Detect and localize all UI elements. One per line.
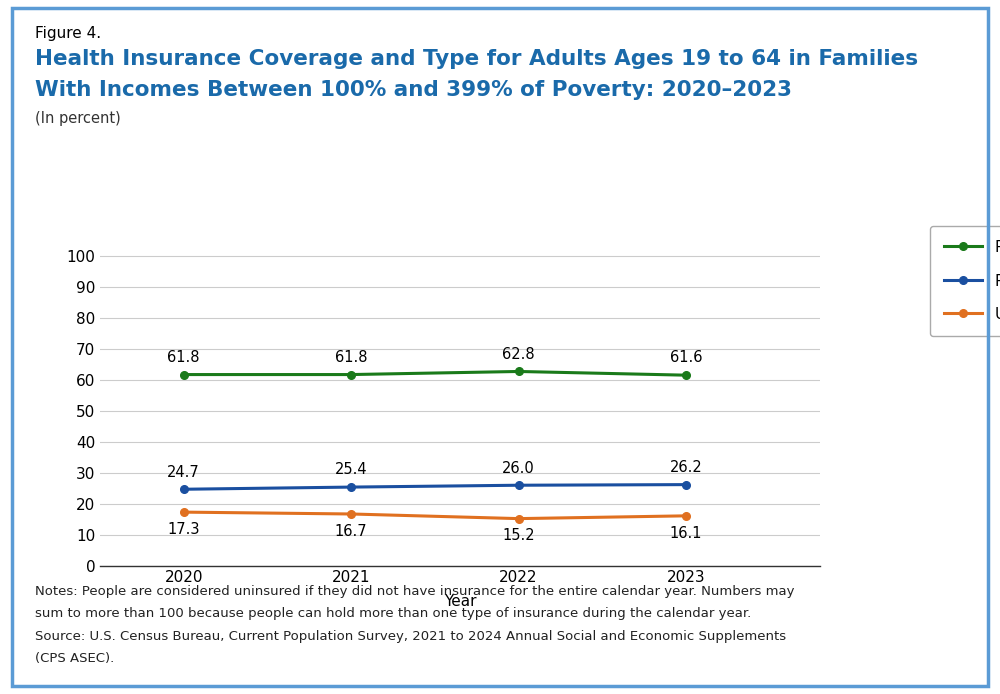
Private <box>345 371 357 379</box>
Text: 61.8: 61.8 <box>335 350 367 365</box>
Text: (CPS ASEC).: (CPS ASEC). <box>35 652 114 666</box>
Line: Uninsured: Uninsured <box>180 508 690 523</box>
Text: Health Insurance Coverage and Type for Adults Ages 19 to 64 in Families: Health Insurance Coverage and Type for A… <box>35 49 918 69</box>
Uninsured <box>178 508 190 516</box>
Text: 61.6: 61.6 <box>670 350 702 366</box>
Uninsured <box>345 510 357 518</box>
Public <box>513 481 525 489</box>
Private <box>513 367 525 375</box>
Text: 17.3: 17.3 <box>167 522 200 537</box>
Text: 26.2: 26.2 <box>670 460 702 475</box>
Public <box>680 480 692 489</box>
Text: 16.7: 16.7 <box>335 524 367 539</box>
Text: Source: U.S. Census Bureau, Current Population Survey, 2021 to 2024 Annual Socia: Source: U.S. Census Bureau, Current Popu… <box>35 630 786 643</box>
Text: (In percent): (In percent) <box>35 111 121 126</box>
Text: 62.8: 62.8 <box>502 347 535 362</box>
Text: 25.4: 25.4 <box>335 462 367 477</box>
Text: sum to more than 100 because people can hold more than one type of insurance dur: sum to more than 100 because people can … <box>35 607 751 620</box>
Private <box>680 371 692 380</box>
Uninsured <box>680 511 692 520</box>
Public <box>178 485 190 493</box>
Uninsured <box>513 514 525 523</box>
Text: 24.7: 24.7 <box>167 464 200 480</box>
Line: Private: Private <box>180 368 690 379</box>
Legend: Private, Public, Uninsured: Private, Public, Uninsured <box>930 226 1000 336</box>
Text: 16.1: 16.1 <box>670 525 702 541</box>
Line: Public: Public <box>180 481 690 493</box>
X-axis label: Year: Year <box>444 594 476 609</box>
Text: 26.0: 26.0 <box>502 461 535 475</box>
Public <box>345 483 357 491</box>
Text: 15.2: 15.2 <box>502 528 535 543</box>
Text: 61.8: 61.8 <box>167 350 200 365</box>
Private <box>178 371 190 379</box>
Text: With Incomes Between 100% and 399% of Poverty: 2020–2023: With Incomes Between 100% and 399% of Po… <box>35 80 792 100</box>
Text: Figure 4.: Figure 4. <box>35 26 101 42</box>
Text: Notes: People are considered uninsured if they did not have insurance for the en: Notes: People are considered uninsured i… <box>35 585 794 598</box>
